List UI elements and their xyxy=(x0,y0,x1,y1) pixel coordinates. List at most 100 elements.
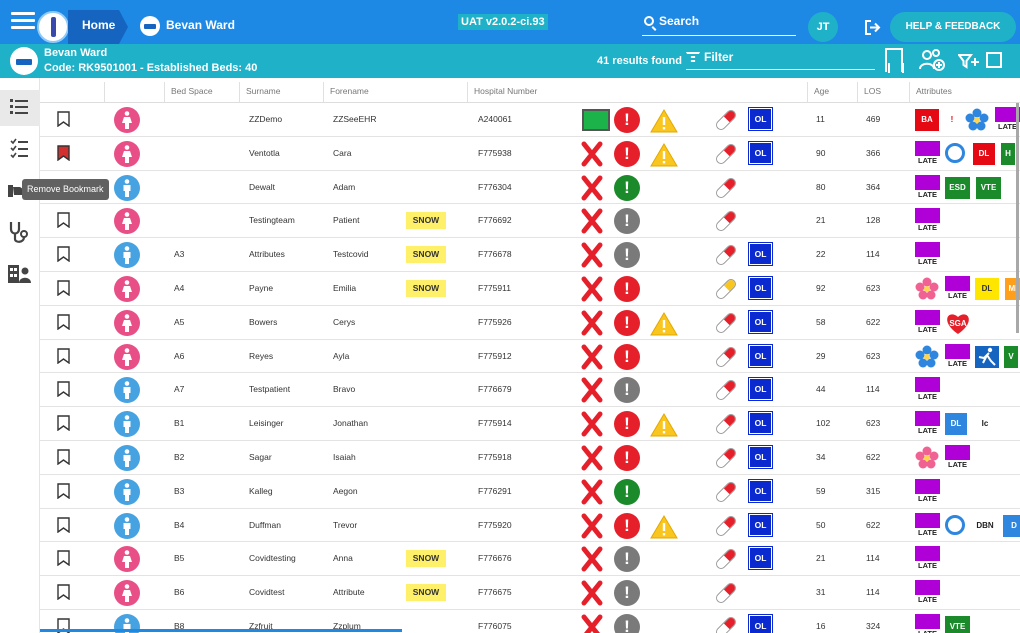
ring-icon[interactable] xyxy=(945,514,967,537)
late-badge[interactable]: LATE xyxy=(915,309,940,336)
bookmark-icon[interactable] xyxy=(57,111,70,127)
filter-input[interactable]: Filter xyxy=(686,50,875,70)
flower-icon[interactable] xyxy=(915,345,939,368)
warning-icon[interactable] xyxy=(649,514,679,540)
table-row[interactable]: B8 Zzfruit Zzplum F776075! OL 16 324 LATE VTE xyxy=(40,610,1020,633)
dl-blue-badge[interactable]: DL xyxy=(945,413,967,436)
medication-icon[interactable] xyxy=(709,137,743,171)
female-icon[interactable] xyxy=(114,309,140,336)
medication-icon[interactable] xyxy=(709,610,743,633)
bookmark-icon[interactable] xyxy=(57,449,70,465)
alert-red-icon[interactable]: ! xyxy=(614,309,640,336)
warning-icon[interactable] xyxy=(649,412,679,438)
late-badge[interactable]: LATE xyxy=(915,614,940,633)
flower-icon[interactable] xyxy=(915,446,939,469)
medication-icon[interactable] xyxy=(709,373,743,407)
red-x-icon[interactable] xyxy=(581,614,603,633)
vte-badge[interactable]: VTE xyxy=(945,616,970,633)
medication-icon[interactable] xyxy=(709,238,743,272)
table-row[interactable]: B5 Covidtesting Anna SNOW F776676! OL 21 114 LAT… xyxy=(40,542,1020,577)
alert-grey-icon[interactable]: ! xyxy=(614,208,640,235)
medication-icon[interactable] xyxy=(709,576,743,610)
medication-icon[interactable] xyxy=(709,509,743,543)
red-x-icon[interactable] xyxy=(581,411,603,437)
red-x-icon[interactable] xyxy=(581,310,603,336)
female-icon[interactable] xyxy=(114,580,140,607)
red-x-icon[interactable] xyxy=(581,479,603,505)
ol-badge[interactable]: OL xyxy=(748,377,773,402)
red-x-icon[interactable] xyxy=(581,276,603,302)
male-icon[interactable] xyxy=(114,512,140,539)
late-badge[interactable]: LATE xyxy=(915,140,940,167)
sga-icon[interactable]: SGA xyxy=(945,311,971,334)
bookmark-icon[interactable] xyxy=(57,415,70,432)
female-icon[interactable] xyxy=(114,140,140,167)
medication-icon[interactable] xyxy=(709,272,743,306)
warning-icon[interactable] xyxy=(649,142,679,168)
alert-red-icon[interactable]: ! xyxy=(614,445,640,471)
late-badge[interactable]: LATE xyxy=(915,478,940,505)
table-row[interactable]: A6 Reyes Ayla F775912! OL 29 623 LATE V xyxy=(40,340,1020,374)
table-row[interactable]: Dewalt Adam F776304! 80 364 LATE ESD VTE xyxy=(40,171,1020,205)
col-surname[interactable]: Surname xyxy=(239,82,323,103)
late-badge[interactable]: LATE xyxy=(915,242,940,268)
male-icon[interactable] xyxy=(114,411,140,438)
fall-risk-icon[interactable] xyxy=(975,345,999,368)
table-row[interactable]: B4 Duffman Trevor F775920! OL 50 622 LATE DBN D xyxy=(40,509,1020,543)
male-icon[interactable] xyxy=(114,478,140,505)
bookmark-icon[interactable] xyxy=(57,550,70,567)
table-row[interactable]: A4 Payne Emilia SNOW F775911! OL 92 623 LATE DL MI xyxy=(40,272,1020,306)
female-icon[interactable] xyxy=(114,208,140,235)
late-badge[interactable]: LATE xyxy=(915,377,940,403)
red-x-icon[interactable] xyxy=(581,242,603,268)
medication-icon[interactable] xyxy=(709,340,743,374)
red-x-icon[interactable] xyxy=(581,546,603,572)
alert-red-icon[interactable]: ! xyxy=(614,107,640,133)
bang-badge[interactable]: ! xyxy=(950,115,954,124)
late-badge[interactable]: LATE xyxy=(915,411,940,437)
dl-yel-badge[interactable]: DL xyxy=(975,278,999,300)
medication-icon[interactable] xyxy=(709,441,743,475)
nav-clinical[interactable] xyxy=(0,214,40,250)
col-gender[interactable] xyxy=(104,82,164,103)
search-button[interactable]: Search xyxy=(642,14,796,36)
ol-badge[interactable]: OL xyxy=(748,343,773,368)
medication-icon[interactable] xyxy=(709,407,743,441)
bookmark-icon[interactable] xyxy=(57,584,70,601)
male-icon[interactable] xyxy=(114,242,140,269)
late-badge[interactable]: LATE xyxy=(915,208,940,234)
nav-patient-list[interactable] xyxy=(0,90,40,126)
warning-icon[interactable] xyxy=(649,108,679,134)
alert-grey-icon[interactable]: ! xyxy=(614,580,640,607)
ol-badge[interactable]: OL xyxy=(748,614,773,633)
warning-icon[interactable] xyxy=(649,311,679,337)
table-row[interactable]: ZZDemo ZZSeeEHR A240061! OL 11 469 BA! LATE xyxy=(40,103,1020,137)
col-hospital-number[interactable]: Hospital Number xyxy=(467,82,807,103)
ol-badge[interactable]: OL xyxy=(748,411,773,436)
txt-badge[interactable]: Ic xyxy=(981,419,989,429)
add-group-icon[interactable] xyxy=(918,48,946,72)
bookmark-icon[interactable] xyxy=(57,246,70,263)
red-x-icon[interactable] xyxy=(581,513,603,539)
red-x-icon[interactable] xyxy=(581,377,603,403)
bookmark-icon[interactable] xyxy=(57,280,70,296)
red-x-icon[interactable] xyxy=(581,175,603,201)
ol-badge[interactable]: OL xyxy=(748,512,773,537)
medication-icon[interactable] xyxy=(709,542,743,576)
alert-red-icon[interactable]: ! xyxy=(614,343,640,370)
ba-badge[interactable]: BA xyxy=(915,109,939,131)
nav-staff[interactable] xyxy=(0,256,40,292)
bookmark-icon[interactable] xyxy=(57,483,70,499)
table-row[interactable]: B3 Kalleg Aegon F776291! OL 59 315 LATE xyxy=(40,475,1020,509)
status-green-box-icon[interactable] xyxy=(582,109,610,131)
vte-badge[interactable]: VTE xyxy=(976,176,1001,199)
male-icon[interactable] xyxy=(114,377,140,404)
col-forename[interactable]: Forename xyxy=(323,82,467,103)
alert-red-icon[interactable]: ! xyxy=(614,140,640,167)
alert-green-icon[interactable]: ! xyxy=(614,478,640,505)
col-age[interactable]: Age xyxy=(807,82,857,103)
alert-red-icon[interactable]: ! xyxy=(614,411,640,438)
female-icon[interactable] xyxy=(114,276,140,302)
alert-green-icon[interactable]: ! xyxy=(614,174,640,201)
medication-icon[interactable] xyxy=(709,306,743,340)
